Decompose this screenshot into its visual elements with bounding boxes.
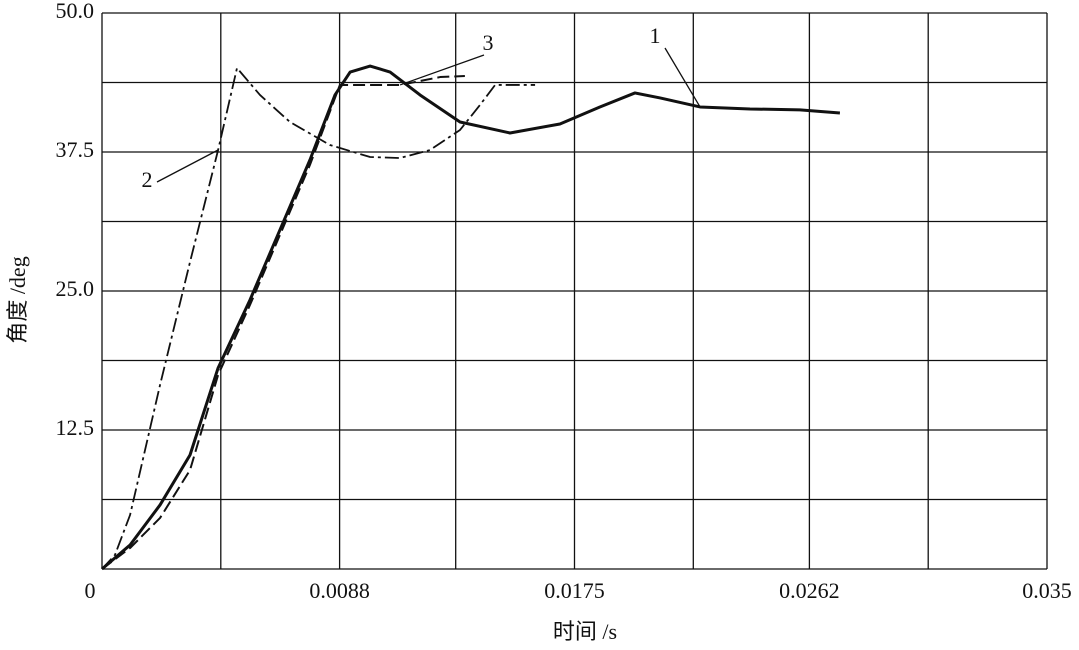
leader-line: [664, 47, 701, 108]
x-tick-label: 0.035: [1022, 578, 1072, 603]
y-tick-label: 37.5: [56, 137, 95, 162]
curve: [101, 67, 536, 570]
curve-label: 2: [142, 167, 153, 192]
y-axis-label: 角度 /deg: [5, 256, 30, 343]
leader-line: [156, 149, 219, 183]
curve-label: 1: [650, 23, 661, 48]
x-axis-label: 时间 /s: [553, 619, 617, 644]
leader-line: [399, 54, 485, 86]
curve: [101, 75, 465, 570]
y-tick-label: 12.5: [56, 415, 95, 440]
y-tick-label: 50.0: [56, 0, 95, 23]
x-tick-label: 0.0088: [309, 578, 370, 603]
x-tick-label: 0: [85, 578, 96, 603]
curve: [101, 64, 841, 571]
y-tick-label: 25.0: [56, 276, 95, 301]
curve-label: 3: [483, 30, 494, 55]
x-tick-label: 0.0175: [544, 578, 605, 603]
x-tick-label: 0.0262: [779, 578, 840, 603]
